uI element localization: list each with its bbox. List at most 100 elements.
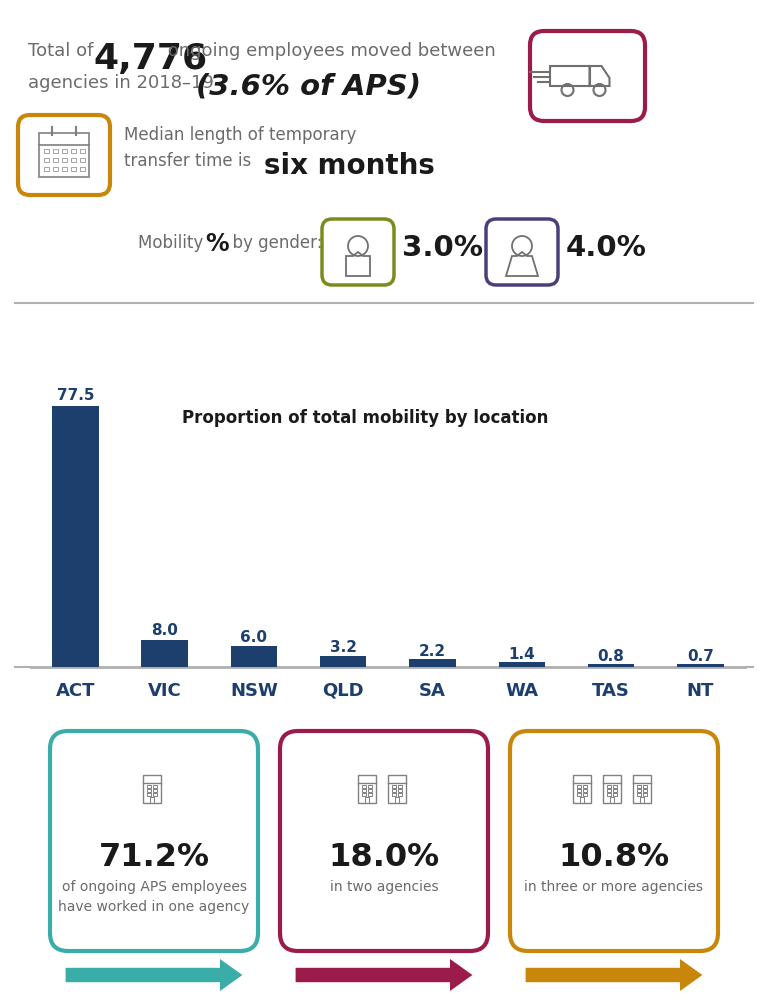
Text: agencies in 2018–19: agencies in 2018–19 [28, 74, 225, 92]
Polygon shape [296, 959, 472, 991]
Text: (3.6% of APS): (3.6% of APS) [196, 72, 421, 100]
Bar [610, 797, 614, 802]
Polygon shape [65, 959, 243, 991]
Bar [643, 789, 647, 792]
Bar [607, 789, 611, 792]
Bar [498, 662, 545, 667]
FancyBboxPatch shape [510, 731, 718, 951]
Bar [230, 647, 277, 667]
Bar [320, 656, 366, 667]
Bar [80, 149, 85, 153]
Bar [613, 789, 617, 792]
Bar [62, 158, 67, 162]
Text: 71.2%: 71.2% [98, 842, 210, 873]
Text: in three or more agencies: in three or more agencies [525, 879, 703, 893]
Text: ongoing employees moved between: ongoing employees moved between [162, 42, 496, 60]
Text: 1.4: 1.4 [508, 646, 535, 661]
Bar [44, 158, 49, 162]
Bar [362, 789, 366, 792]
Bar [603, 775, 621, 802]
Text: in two agencies: in two agencies [329, 879, 439, 893]
Bar [62, 168, 67, 172]
Bar [80, 158, 85, 162]
Bar [362, 793, 366, 796]
Text: 2.2: 2.2 [419, 643, 446, 658]
Bar [53, 149, 58, 153]
Bar [637, 789, 641, 792]
Bar [71, 158, 76, 162]
Bar [637, 785, 641, 787]
Bar [578, 793, 581, 796]
Bar [392, 789, 396, 792]
Bar [147, 793, 151, 796]
Bar [392, 785, 396, 787]
Text: transfer time is: transfer time is [124, 151, 262, 170]
Text: 18.0%: 18.0% [329, 842, 439, 873]
Bar [53, 168, 58, 172]
Bar [368, 793, 372, 796]
Text: 0.8: 0.8 [598, 648, 624, 663]
Bar [358, 775, 376, 802]
Bar [365, 797, 369, 802]
Bar [147, 789, 151, 792]
Bar [153, 785, 157, 787]
Bar [588, 664, 634, 667]
Text: Total of: Total of [28, 42, 99, 60]
Bar [44, 149, 49, 153]
Bar [395, 797, 399, 802]
Bar [368, 785, 372, 787]
Bar [643, 793, 647, 796]
Bar [583, 793, 587, 796]
Bar [578, 785, 581, 787]
Bar [80, 168, 85, 172]
Bar [573, 775, 591, 802]
Bar [143, 775, 161, 802]
Text: 4.0%: 4.0% [566, 234, 647, 262]
Bar [141, 640, 188, 667]
Bar [150, 797, 154, 802]
FancyBboxPatch shape [50, 731, 258, 951]
Bar [633, 775, 651, 802]
Text: 10.8%: 10.8% [558, 842, 670, 873]
Bar [583, 789, 587, 792]
Bar [398, 785, 402, 787]
Text: six months: six months [264, 151, 435, 180]
Bar [44, 168, 49, 172]
Bar [578, 789, 581, 792]
Bar [39, 133, 89, 178]
Bar [549, 67, 590, 87]
Polygon shape [525, 959, 703, 991]
Bar [52, 406, 98, 667]
Bar [607, 793, 611, 796]
Text: 77.5: 77.5 [57, 387, 94, 402]
Text: Proportion of total mobility by location: Proportion of total mobility by location [183, 408, 549, 426]
Text: have worked in one agency: have worked in one agency [58, 899, 250, 913]
Text: 8.0: 8.0 [151, 623, 178, 638]
Bar [640, 797, 644, 802]
Text: 3.2: 3.2 [329, 640, 356, 655]
FancyBboxPatch shape [280, 731, 488, 951]
Bar [368, 789, 372, 792]
Bar [71, 149, 76, 153]
Bar [637, 793, 641, 796]
Bar [583, 785, 587, 787]
Text: 4,776: 4,776 [93, 42, 207, 76]
Bar [677, 665, 723, 667]
Bar [147, 785, 151, 787]
Bar [607, 785, 611, 787]
Bar [409, 660, 455, 667]
Bar [362, 785, 366, 787]
Bar [53, 158, 58, 162]
Bar [613, 793, 617, 796]
Bar [71, 168, 76, 172]
Bar [392, 793, 396, 796]
Bar [643, 785, 647, 787]
Text: %: % [205, 232, 229, 256]
Text: 3.0%: 3.0% [402, 234, 483, 262]
Text: by gender:: by gender: [222, 234, 323, 252]
Bar [613, 785, 617, 787]
Bar [153, 789, 157, 792]
Bar [580, 797, 584, 802]
Text: 0.7: 0.7 [687, 649, 713, 664]
Bar [62, 149, 67, 153]
